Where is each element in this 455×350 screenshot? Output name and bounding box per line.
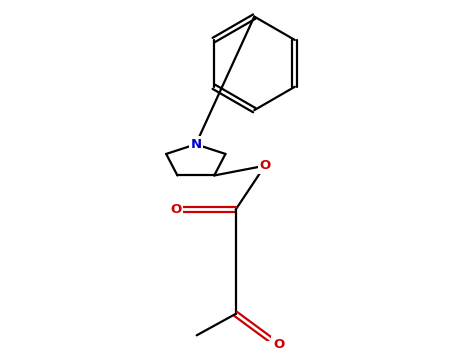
Text: N: N xyxy=(190,138,202,151)
Text: O: O xyxy=(171,203,182,216)
Text: O: O xyxy=(273,338,284,350)
Text: O: O xyxy=(259,159,271,172)
